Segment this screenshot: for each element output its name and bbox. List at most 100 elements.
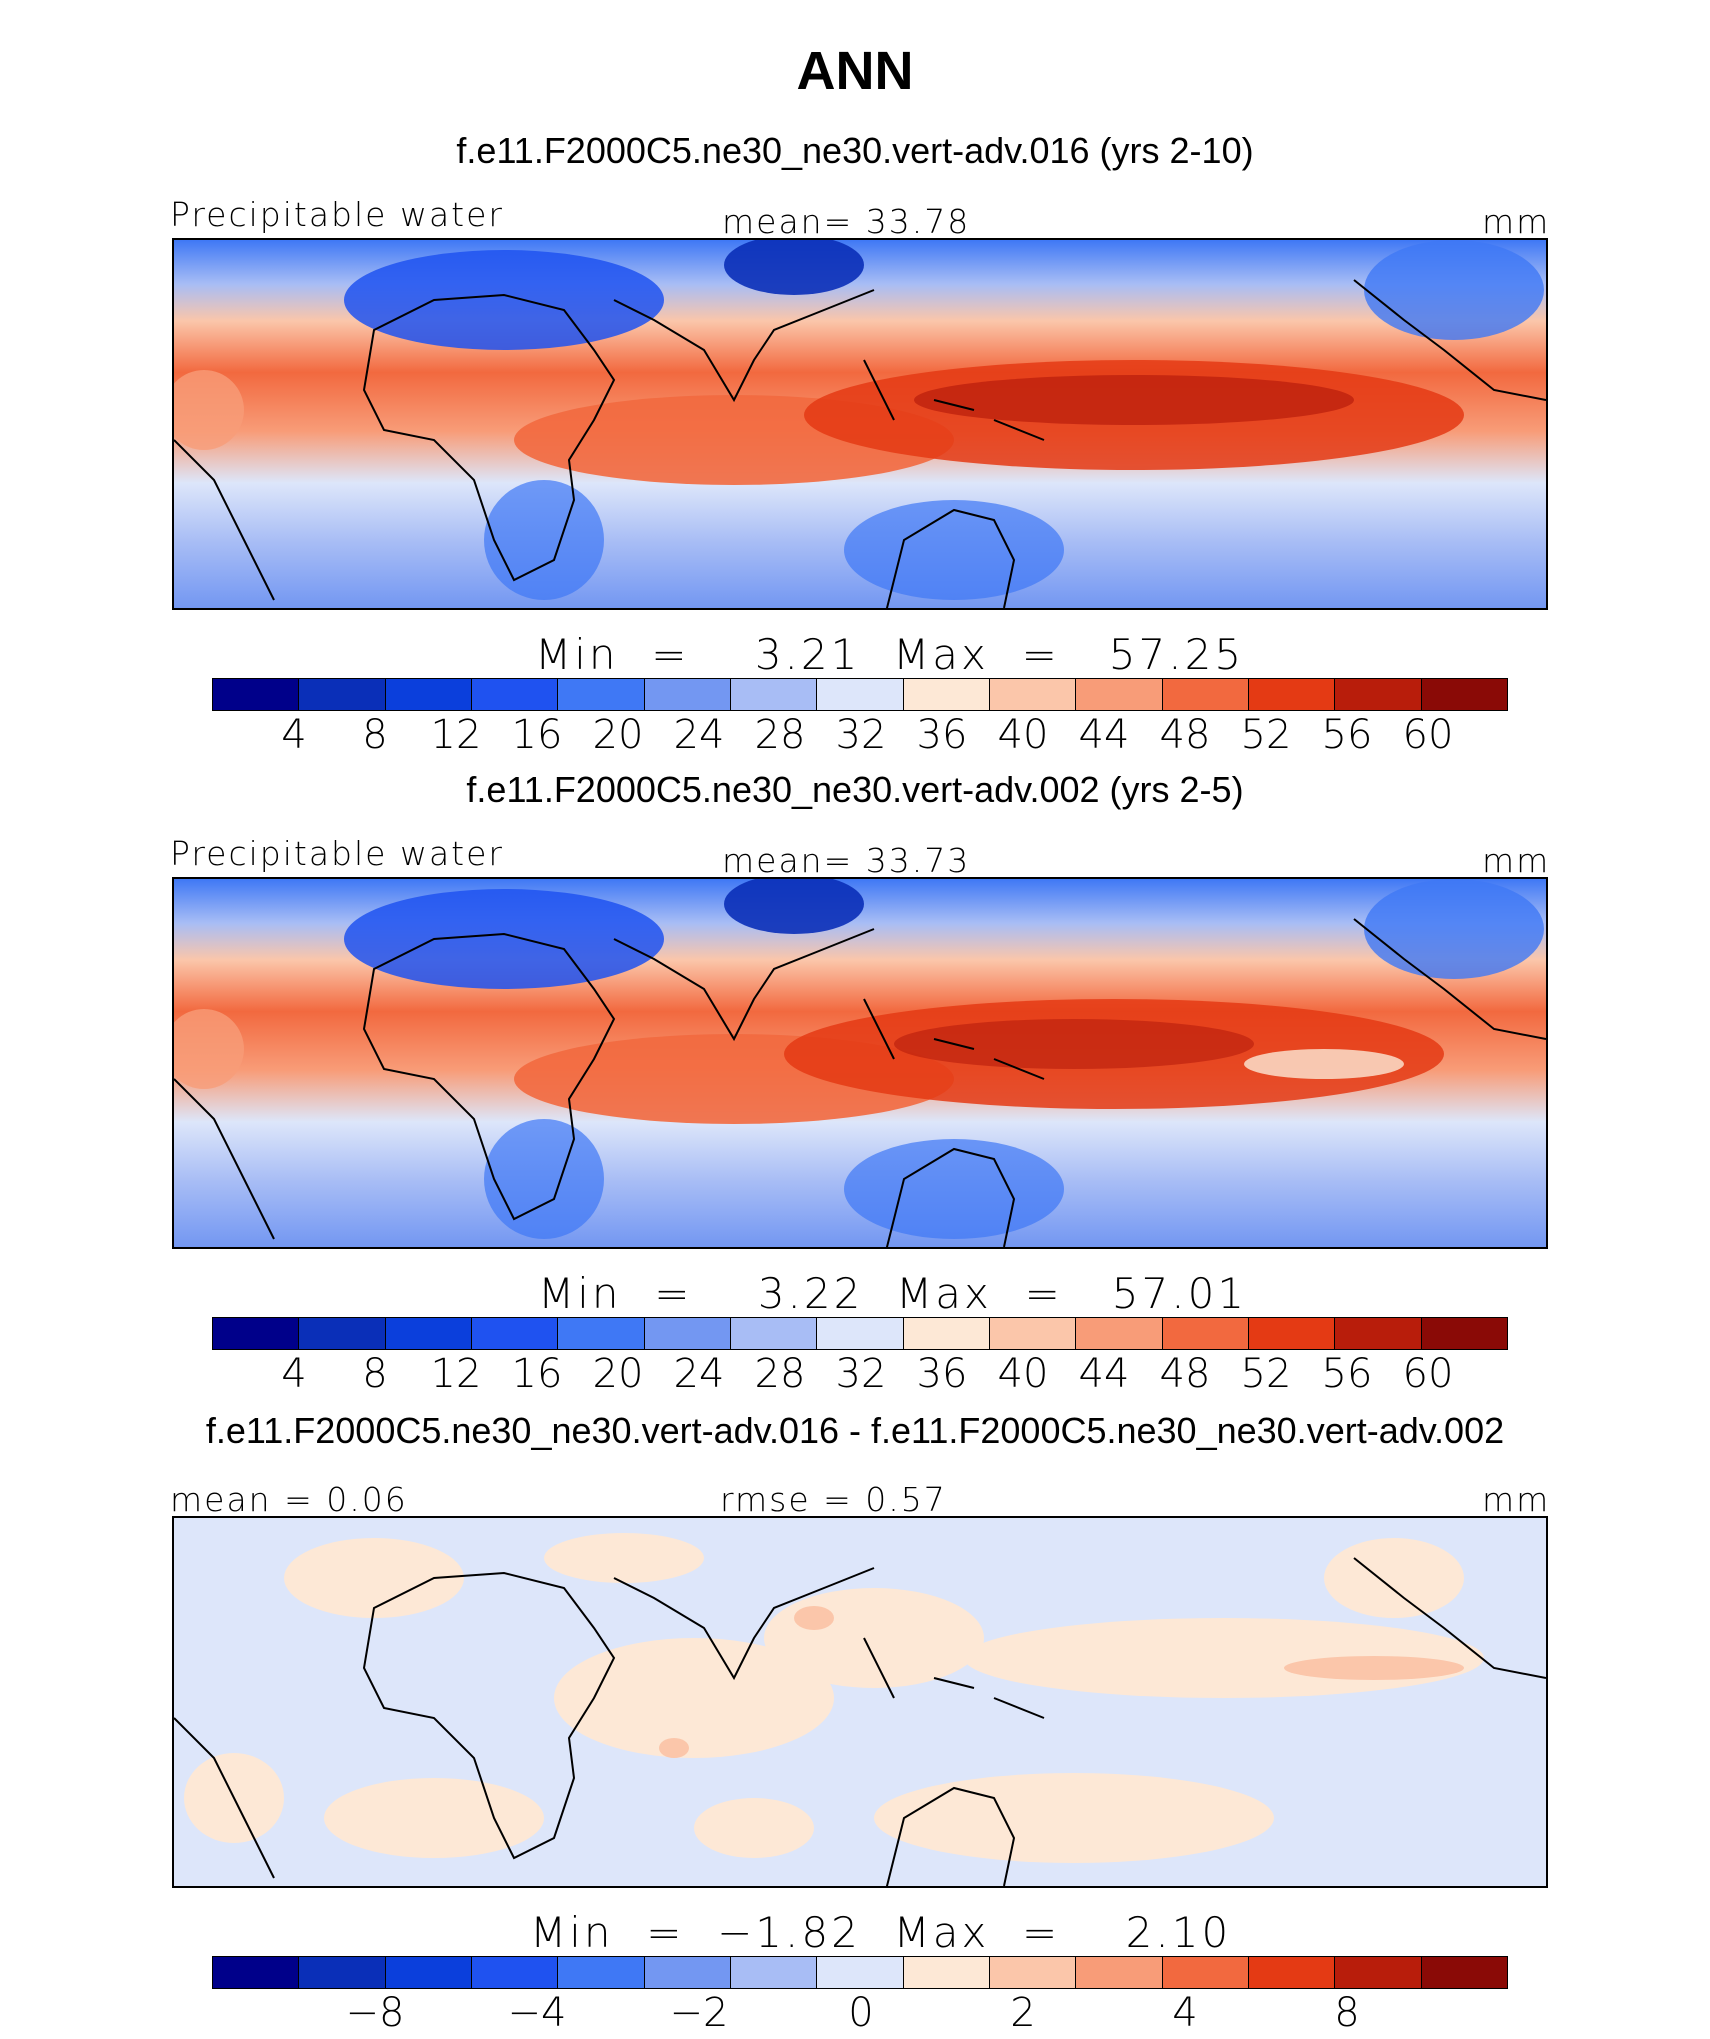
colorbar-tick: 8 <box>362 1351 388 1397</box>
colorbar-swatch <box>989 1957 1077 1988</box>
colorbar-swatch <box>471 679 559 710</box>
colorbar-swatch <box>1421 1957 1507 1988</box>
colorbar-swatch <box>1421 679 1507 710</box>
colorbar-tick: 4 <box>281 712 307 758</box>
colorbar-swatch <box>385 1318 472 1349</box>
colorbar-swatch <box>558 1957 645 1988</box>
colorbar-swatch <box>644 1318 731 1349</box>
colorbar-swatch <box>558 1318 645 1349</box>
colorbar-swatch <box>1076 1957 1163 1988</box>
colorbar-tick: 56 <box>1321 1351 1373 1397</box>
colorbar-tick: 60 <box>1402 712 1454 758</box>
colorbar-tick: 4 <box>281 1351 307 1397</box>
panel3-mean-label: mean = 0.06 <box>170 1480 408 1519</box>
colorbar-swatch <box>213 1318 300 1349</box>
colorbar-swatch <box>730 1957 818 1988</box>
colorbar-tick: 28 <box>754 1351 806 1397</box>
panel3-minmax: Min = −1.82 Max = 2.10 <box>530 1908 1232 1957</box>
colorbar-swatch <box>299 1957 386 1988</box>
colorbar-tick: 48 <box>1159 712 1211 758</box>
colorbar-tick: 12 <box>430 712 482 758</box>
colorbar-swatch <box>1248 679 1336 710</box>
colorbar-tick: 28 <box>754 712 806 758</box>
colorbar-tick: 24 <box>673 1351 725 1397</box>
panel2-minmax: Min = 3.22 Max = 57.01 <box>538 1269 1248 1318</box>
colorbar-swatch <box>730 679 818 710</box>
colorbar-swatch <box>385 1957 472 1988</box>
colorbar-swatch <box>299 1318 386 1349</box>
colorbar-tick: 44 <box>1078 712 1130 758</box>
colorbar-swatch <box>1335 1318 1422 1349</box>
panel3-units-label: mm <box>1482 1480 1551 1519</box>
colorbar-tick: 36 <box>916 712 968 758</box>
colorbar-tick: −4 <box>507 1990 567 2036</box>
colorbar-swatch <box>385 679 472 710</box>
colorbar-tick: −2 <box>669 1990 729 2036</box>
figure-title: ANN <box>796 41 914 101</box>
colorbar-swatch <box>558 679 645 710</box>
colorbar-swatch <box>471 1957 559 1988</box>
colorbar-swatch <box>989 1318 1077 1349</box>
colorbar-swatch <box>903 679 990 710</box>
colorbar-tick: 4 <box>1172 1990 1198 2036</box>
panel3-case-title: f.e11.F2000C5.ne30_ne30.vert-adv.016 - f… <box>205 1410 1505 1451</box>
colorbar-tick: 48 <box>1159 1351 1211 1397</box>
colorbar-tick: 16 <box>511 1351 563 1397</box>
panel2-units-label: mm <box>1482 841 1551 880</box>
colorbar-tick: 8 <box>362 712 388 758</box>
colorbar-tick: 44 <box>1078 1351 1130 1397</box>
colorbar-tick: 36 <box>916 1351 968 1397</box>
panel2-mean-label: mean= 33.73 <box>722 841 971 880</box>
colorbar-tick: 52 <box>1240 1351 1292 1397</box>
colorbar-swatch <box>471 1318 559 1349</box>
colorbar-swatch <box>730 1318 818 1349</box>
panel3-colorbar <box>212 1956 1508 1989</box>
panel3-map <box>172 1516 1548 1888</box>
colorbar-tick: 24 <box>673 712 725 758</box>
colorbar-tick: 60 <box>1402 1351 1454 1397</box>
colorbar-tick: 2 <box>1010 1990 1036 2036</box>
colorbar-tick: 12 <box>430 1351 482 1397</box>
panel2-variable-label: Precipitable water <box>170 834 504 873</box>
colorbar-swatch <box>1076 679 1163 710</box>
panel1-minmax: Min = 3.21 Max = 57.25 <box>535 630 1245 679</box>
colorbar-swatch <box>817 679 904 710</box>
panel1-colorbar <box>212 678 1508 711</box>
colorbar-swatch <box>1248 1318 1336 1349</box>
colorbar-swatch <box>903 1957 990 1988</box>
colorbar-tick: 40 <box>997 712 1049 758</box>
colorbar-tick: −8 <box>345 1990 405 2036</box>
colorbar-swatch <box>1335 1957 1422 1988</box>
colorbar-tick: 16 <box>511 712 563 758</box>
colorbar-swatch <box>817 1957 904 1988</box>
colorbar-tick: 20 <box>592 712 644 758</box>
colorbar-swatch <box>1421 1318 1507 1349</box>
colorbar-swatch <box>989 679 1077 710</box>
panel1-map <box>172 238 1548 610</box>
panel2-case-title: f.e11.F2000C5.ne30_ne30.vert-adv.002 (yr… <box>466 769 1244 810</box>
colorbar-swatch <box>1076 1318 1163 1349</box>
colorbar-swatch <box>213 1957 300 1988</box>
panel2-colorbar <box>212 1317 1508 1350</box>
colorbar-tick: 52 <box>1240 712 1292 758</box>
panel1-mean-label: mean= 33.78 <box>722 202 971 241</box>
colorbar-swatch <box>1162 679 1249 710</box>
colorbar-swatch <box>644 1957 731 1988</box>
panel2-map <box>172 877 1548 1249</box>
colorbar-tick: 56 <box>1321 712 1373 758</box>
colorbar-swatch <box>1335 679 1422 710</box>
colorbar-swatch <box>1162 1318 1249 1349</box>
colorbar-tick: 0 <box>848 1990 874 2036</box>
panel1-units-label: mm <box>1482 202 1551 241</box>
colorbar-tick: 8 <box>1334 1990 1360 2036</box>
colorbar-tick: 40 <box>997 1351 1049 1397</box>
colorbar-swatch <box>213 679 300 710</box>
colorbar-swatch <box>1162 1957 1249 1988</box>
colorbar-swatch <box>817 1318 904 1349</box>
colorbar-tick: 20 <box>592 1351 644 1397</box>
panel1-case-title: f.e11.F2000C5.ne30_ne30.vert-adv.016 (yr… <box>456 130 1254 171</box>
colorbar-swatch <box>299 679 386 710</box>
colorbar-tick: 32 <box>835 1351 887 1397</box>
panel1-variable-label: Precipitable water <box>170 195 504 234</box>
panel3-rmse-label: rmse = 0.57 <box>720 1480 947 1519</box>
